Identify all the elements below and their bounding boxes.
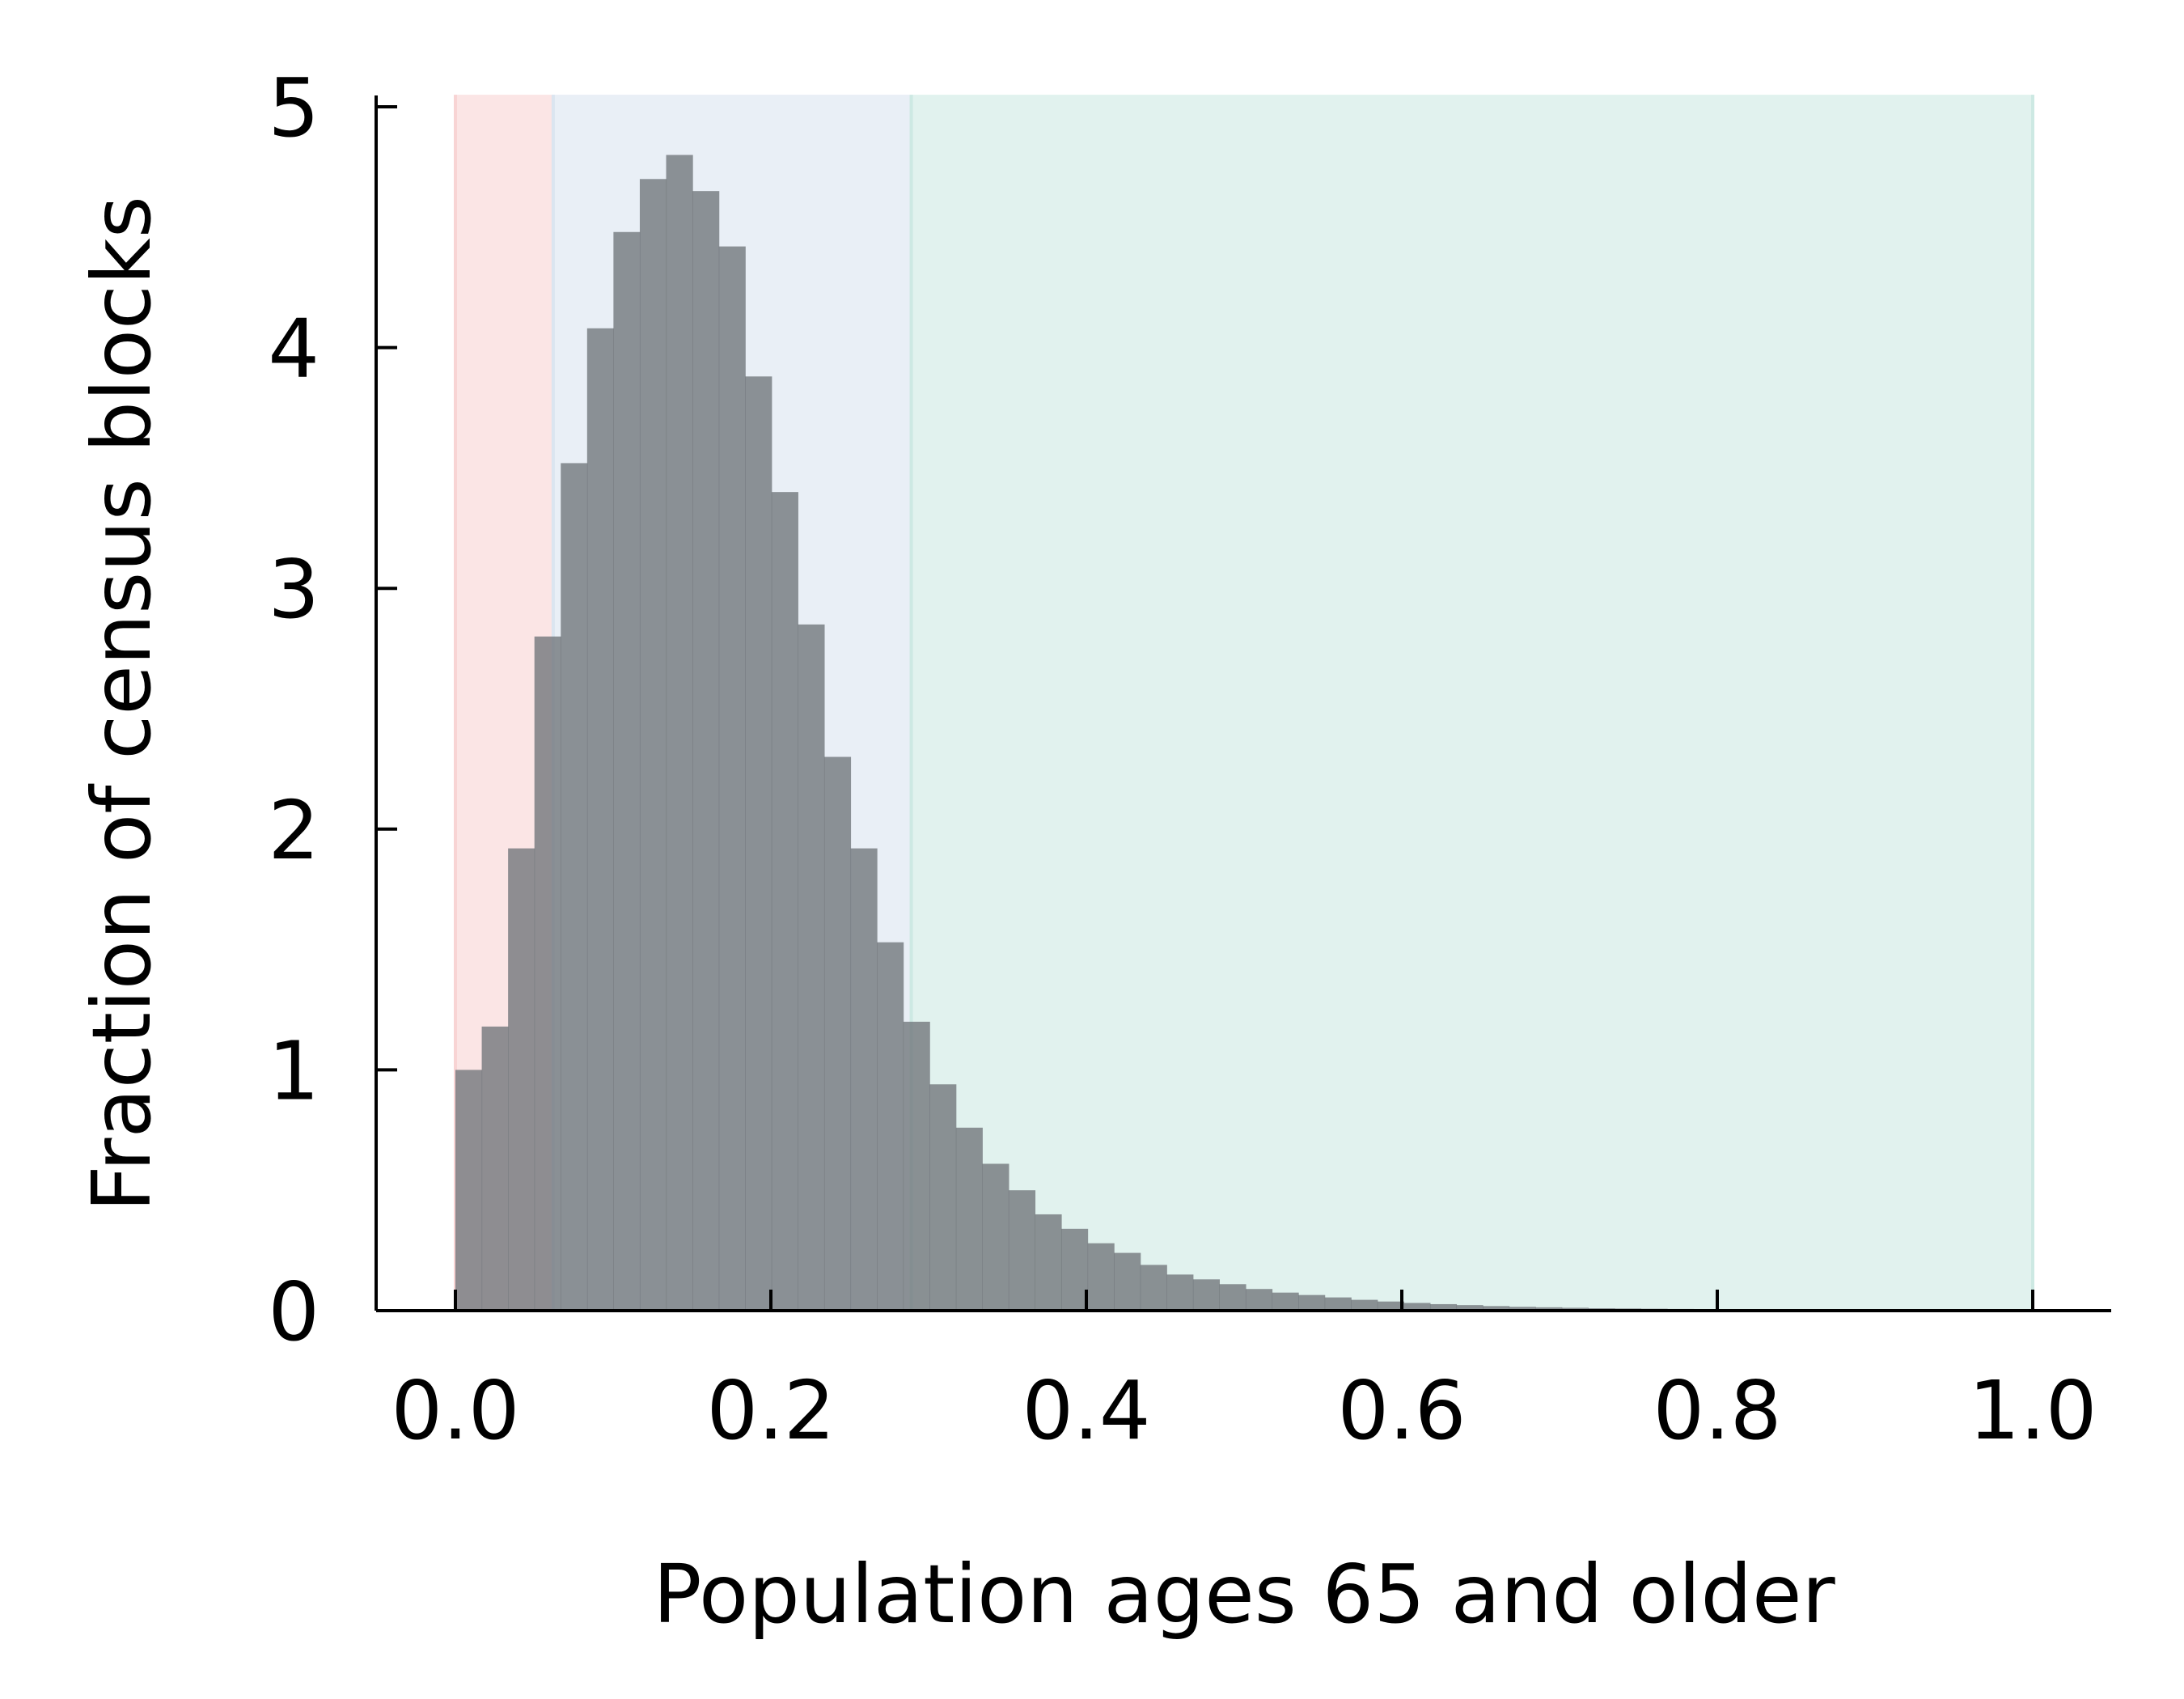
y-ticks: 0 1 2 3 4 5 xyxy=(268,61,397,1359)
histogram-bar xyxy=(1140,1265,1167,1311)
y-tick-label: 4 xyxy=(268,302,320,396)
histogram-bar xyxy=(1403,1303,1431,1311)
histogram-bar xyxy=(1087,1243,1115,1311)
histogram-bar xyxy=(771,492,798,1311)
histogram-bar xyxy=(692,191,720,1311)
histogram-bar xyxy=(1456,1305,1484,1311)
histogram-bar xyxy=(534,636,561,1311)
y-tick-label: 5 xyxy=(268,61,320,155)
histogram-bar xyxy=(1192,1279,1220,1311)
histogram-bar xyxy=(455,1070,483,1311)
x-ticks: 0.0 0.2 0.4 0.6 0.8 1.0 xyxy=(391,1290,2097,1458)
axes xyxy=(375,95,2111,1312)
histogram-bar xyxy=(877,942,904,1311)
histogram-bar xyxy=(929,1084,957,1311)
histogram-bar xyxy=(1060,1228,1089,1311)
histogram-bar xyxy=(1114,1252,1141,1311)
x-tick-label: 0.0 xyxy=(391,1363,519,1458)
histogram-bars xyxy=(455,155,2037,1311)
histogram-bar xyxy=(508,848,535,1311)
histogram-bar xyxy=(613,231,641,1311)
shaded-region-3 xyxy=(911,95,2033,1311)
histogram-bar xyxy=(718,246,746,1311)
histogram-bar xyxy=(1483,1306,1510,1311)
histogram-bar xyxy=(481,1026,509,1311)
histogram-bar xyxy=(1535,1307,1563,1311)
histogram-bar xyxy=(955,1127,983,1311)
histogram-bar xyxy=(1377,1301,1404,1311)
histogram-bar xyxy=(745,376,772,1311)
histogram-bar xyxy=(903,1021,930,1311)
histogram-bar xyxy=(586,328,614,1311)
y-tick-label: 1 xyxy=(268,1023,320,1118)
histogram-bar xyxy=(1245,1289,1273,1311)
y-axis-title: Fraction of census blocks xyxy=(74,196,169,1212)
histogram-bar xyxy=(1509,1307,1536,1311)
histogram-bar xyxy=(1035,1214,1062,1311)
x-axis-title: Population ages 65 and older xyxy=(653,1547,1835,1642)
histogram-bar xyxy=(1351,1299,1378,1311)
histogram-bar xyxy=(1219,1284,1246,1311)
x-tick-label: 1.0 xyxy=(1968,1363,2097,1458)
histogram-bar xyxy=(1324,1297,1352,1311)
histogram-bar xyxy=(1298,1294,1326,1311)
x-tick-label: 0.4 xyxy=(1022,1363,1150,1458)
histogram-bar xyxy=(639,179,667,1311)
histogram-bar xyxy=(798,624,825,1311)
histogram-bar xyxy=(666,155,693,1311)
histogram-bar xyxy=(823,756,852,1311)
histogram-bar xyxy=(1008,1190,1036,1311)
x-tick-label: 0.6 xyxy=(1337,1363,1466,1458)
histogram-bar xyxy=(850,848,878,1311)
histogram-bar xyxy=(1166,1274,1194,1311)
histogram-bar xyxy=(1272,1292,1299,1311)
histogram-bar xyxy=(982,1163,1009,1311)
histogram-bar xyxy=(561,463,588,1311)
y-tick-label: 2 xyxy=(268,783,320,878)
y-tick-label: 0 xyxy=(268,1265,320,1359)
x-tick-label: 0.8 xyxy=(1653,1363,1781,1458)
x-tick-label: 0.2 xyxy=(706,1363,835,1458)
y-tick-label: 3 xyxy=(268,542,320,637)
histogram-bar xyxy=(1429,1303,1458,1311)
